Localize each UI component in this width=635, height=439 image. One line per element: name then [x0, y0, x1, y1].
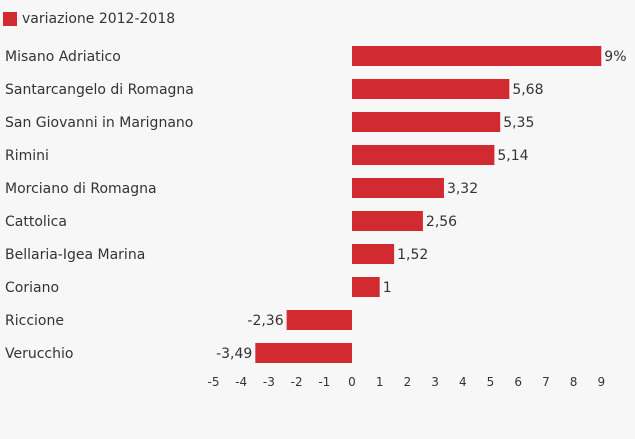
bar — [352, 277, 380, 297]
bar — [352, 244, 395, 264]
x-tick-label: 8 — [570, 375, 578, 389]
x-tick-label: 2 — [404, 375, 412, 389]
data-label: 3,32 — [447, 181, 478, 197]
category-label: Santarcangelo di Romagna — [5, 82, 194, 98]
x-tick-label: 5 — [487, 375, 495, 389]
data-label: 5,68 — [512, 82, 543, 98]
category-label: Verucchio — [5, 346, 73, 362]
legend-label: variazione 2012-2018 — [22, 11, 176, 27]
bar — [352, 178, 444, 198]
data-label: 5,14 — [497, 148, 528, 164]
category-label: Cattolica — [5, 214, 67, 230]
legend: variazione 2012-2018 — [3, 11, 175, 27]
category-label: Bellaria-Igea Marina — [5, 247, 145, 263]
legend-swatch — [3, 12, 17, 26]
x-tick-label: 9 — [597, 375, 605, 389]
bar — [352, 112, 501, 132]
bar — [352, 79, 510, 99]
category-label: Morciano di Romagna — [5, 181, 157, 197]
data-label: 5,35 — [503, 115, 534, 131]
data-label: 2,56 — [426, 214, 457, 230]
data-label: -2,36 — [247, 313, 283, 329]
category-label: Rimini — [5, 148, 49, 164]
bar — [352, 211, 423, 231]
x-tick-label: -3 — [263, 375, 275, 389]
category-label: Coriano — [5, 280, 59, 296]
bar — [286, 310, 352, 330]
data-label: -3,49 — [216, 346, 252, 362]
x-tick-label: -5 — [208, 375, 220, 389]
x-tick-label: 4 — [459, 375, 467, 389]
data-label: 9% — [604, 49, 626, 65]
category-label: San Giovanni in Marignano — [5, 115, 193, 131]
bar — [352, 145, 495, 165]
category-label: Riccione — [5, 313, 64, 329]
bar — [255, 343, 352, 363]
x-tick-label: -1 — [318, 375, 330, 389]
data-label: 1 — [383, 280, 392, 296]
x-tick-label: 6 — [514, 375, 522, 389]
data-label: 1,52 — [397, 247, 428, 263]
category-label: Misano Adriatico — [5, 49, 121, 65]
x-tick-label: -4 — [235, 375, 247, 389]
x-tick-label: 3 — [431, 375, 439, 389]
x-tick-label: 0 — [348, 375, 356, 389]
x-tick-label: -2 — [291, 375, 303, 389]
x-tick-label: 1 — [376, 375, 384, 389]
bar — [352, 46, 602, 66]
x-tick-label: 7 — [542, 375, 550, 389]
